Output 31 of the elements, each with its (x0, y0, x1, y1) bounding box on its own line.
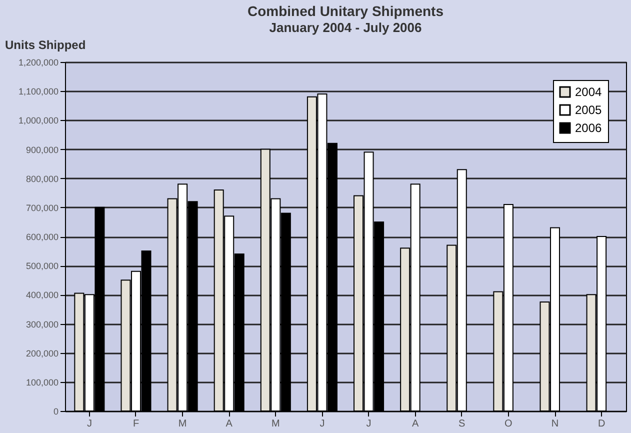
x-tick-label: J (320, 418, 325, 430)
x-tick-label: A (412, 418, 419, 430)
chart-title: Combined Unitary Shipments (247, 3, 444, 19)
x-tick-label: D (598, 418, 606, 430)
y-tick-label: 0 (53, 406, 58, 416)
x-tick-label: M (271, 418, 280, 430)
x-tick-label: S (458, 418, 466, 430)
x-tick-label: F (132, 418, 140, 430)
x-tick-label: O (504, 418, 513, 430)
y-tick-label: 700,000 (26, 202, 58, 213)
y-tick-label: 500,000 (26, 261, 58, 272)
y-tick-label: 400,000 (26, 290, 58, 300)
x-tick-label: M (178, 418, 187, 430)
y-tick-label: 800,000 (26, 174, 58, 184)
y-tick-label: 200,000 (26, 348, 58, 358)
y-axis-title: Units Shipped (5, 38, 86, 52)
legend-label: 2006 (575, 121, 602, 135)
x-tick-label: A (226, 418, 233, 430)
y-tick-label: 900,000 (26, 144, 58, 155)
y-tick-label: 1,100,000 (18, 86, 58, 97)
y-tick-label: 1,000,000 (18, 116, 58, 126)
x-tick-label: J (366, 418, 372, 430)
legend-label: 2005 (575, 103, 602, 117)
y-tick-label: 600,000 (26, 232, 58, 242)
y-tick-label: 100,000 (26, 377, 58, 388)
x-tick-label: J (86, 418, 92, 430)
chart-subtitle: January 2004 - July 2006 (269, 20, 422, 35)
legend-label: 2004 (575, 85, 602, 99)
y-tick-label: 300,000 (26, 319, 58, 330)
x-tick-label: N (551, 418, 559, 430)
y-tick-label: 1,200,000 (18, 58, 58, 68)
